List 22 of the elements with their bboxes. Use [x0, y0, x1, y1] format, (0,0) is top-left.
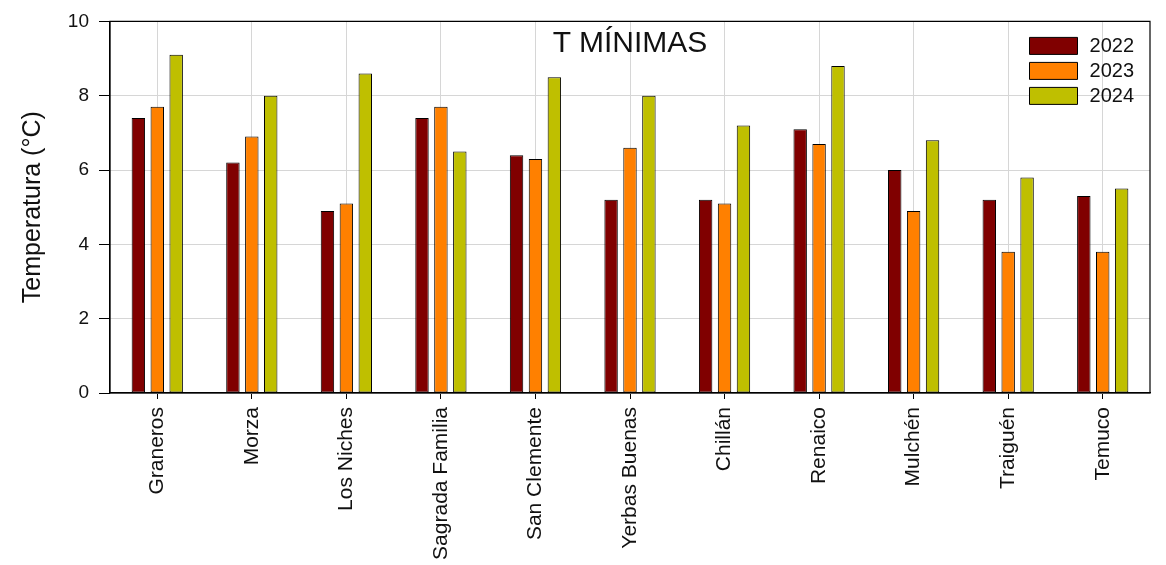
y-axis-title: Temperatura (°C) — [16, 111, 45, 304]
legend-label: 2022 — [1089, 34, 1135, 57]
x-tick-label: Mulchén — [900, 407, 924, 487]
x-tick-label: San Clemente — [522, 407, 546, 541]
chart-title: T MÍNIMAS — [552, 24, 708, 58]
legend-label: 2023 — [1089, 59, 1135, 82]
x-tick-label: Traiguén — [994, 407, 1018, 490]
y-tick-label: 0 — [78, 381, 89, 403]
y-tick-label: 2 — [78, 306, 89, 328]
x-tick-label: Temuco — [1089, 407, 1113, 481]
legend-label: 2024 — [1089, 84, 1135, 107]
y-tick-label: 10 — [67, 9, 89, 31]
x-tick-label: Renaico — [805, 407, 829, 485]
y-tick-label: 4 — [78, 232, 90, 254]
x-tick-label: Yerbas Buenas — [616, 407, 640, 549]
x-tick-label: Graneros — [144, 407, 168, 495]
y-tick-label: 8 — [78, 83, 89, 105]
x-tick-label: Los Niches — [333, 407, 357, 511]
x-tick-label: Chillán — [711, 407, 735, 472]
x-tick-label: Sagrada Familia — [427, 406, 451, 560]
y-tick-label: 6 — [78, 158, 89, 180]
x-tick-label: Morza — [238, 406, 262, 466]
